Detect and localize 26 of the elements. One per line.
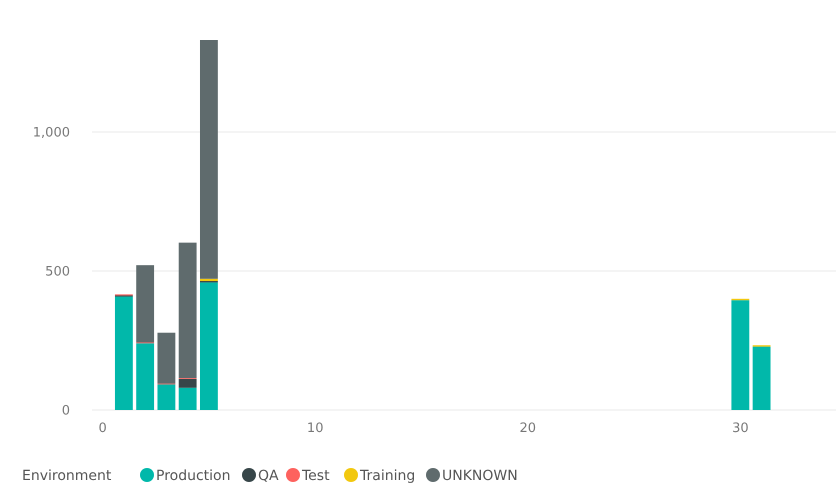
legend-title: Environment: [22, 468, 112, 484]
y-tick-label: 1,000: [32, 126, 70, 141]
bar: [157, 384, 176, 410]
bar: [157, 332, 176, 384]
x-tick-label: 20: [520, 421, 536, 436]
bar: [200, 40, 218, 279]
bar: [178, 378, 197, 388]
legend-label: Production: [156, 468, 230, 484]
legend-label: UNKNOWN: [442, 468, 518, 484]
x-tick-label: 10: [306, 421, 324, 436]
bar: [136, 265, 154, 342]
legend-label: QA: [258, 468, 280, 484]
bar: [731, 300, 750, 410]
legend-label: Training: [359, 468, 416, 484]
bar: [752, 346, 771, 410]
y-tick-label: 500: [45, 264, 70, 280]
x-tick-label: 30: [732, 421, 749, 436]
bar: [178, 242, 197, 378]
bar: [200, 278, 218, 282]
legend-label: Test: [301, 468, 330, 484]
bar: [178, 388, 197, 410]
bar: [136, 343, 154, 410]
bar: [200, 282, 218, 410]
bar: [114, 296, 133, 410]
x-tick-label: 0: [98, 421, 107, 436]
y-tick-label: 0: [62, 404, 70, 419]
